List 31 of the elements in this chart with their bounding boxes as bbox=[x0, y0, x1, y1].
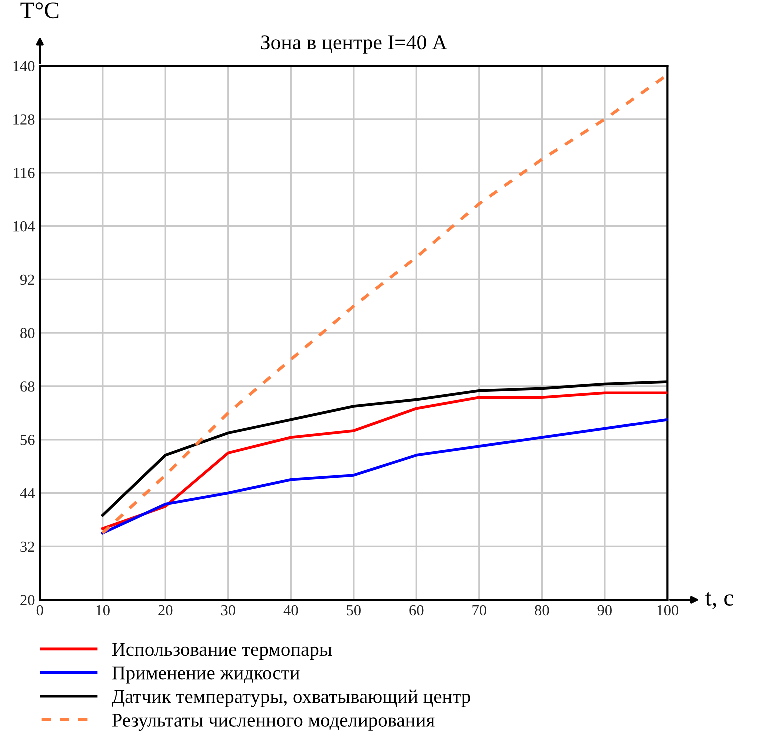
x-axis-title: t, с bbox=[706, 592, 734, 610]
x-tick-label: 100 bbox=[658, 605, 679, 616]
x-tick-label: 70 bbox=[472, 605, 486, 616]
y-tick-label: 116 bbox=[14, 168, 35, 178]
chart-title: Зона в центре I=40 А bbox=[261, 36, 448, 54]
y-tick-label: 68 bbox=[20, 382, 35, 392]
line-series bbox=[101, 392, 668, 530]
x-tick-label: 50 bbox=[347, 605, 361, 616]
y-tick-label: 104 bbox=[14, 221, 36, 232]
x-tick-label: 80 bbox=[535, 605, 550, 616]
legend-label: Датчик температуры, охватывающий центр bbox=[112, 690, 470, 708]
legend-label: Использование термопары bbox=[112, 643, 332, 660]
x-tick-label: 60 bbox=[410, 605, 424, 616]
legend-label: Применение жидкости bbox=[112, 666, 300, 684]
y-tick-label: 56 bbox=[20, 435, 35, 446]
y-tick-label: 140 bbox=[14, 61, 35, 72]
y-tick-label: 128 bbox=[14, 114, 35, 125]
x-tick-label: 90 bbox=[598, 605, 612, 616]
y-tick-label: 44 bbox=[20, 488, 36, 499]
x-tick-label: 40 bbox=[284, 605, 298, 616]
line-series bbox=[101, 418, 668, 535]
y-tick-label: 92 bbox=[20, 274, 34, 286]
x-tick-label: 0 bbox=[36, 605, 44, 616]
y-tick-label: 20 bbox=[20, 595, 35, 606]
y-tick-label: 32 bbox=[20, 542, 34, 552]
x-tick-label: 10 bbox=[96, 605, 110, 616]
y-tick-label: 80 bbox=[20, 328, 35, 339]
x-tick-label: 30 bbox=[221, 605, 236, 616]
legend-label: Результаты численного моделирования bbox=[112, 714, 435, 731]
x-tick-label: 20 bbox=[158, 605, 173, 616]
y-axis-title: T°C bbox=[20, 2, 59, 19]
